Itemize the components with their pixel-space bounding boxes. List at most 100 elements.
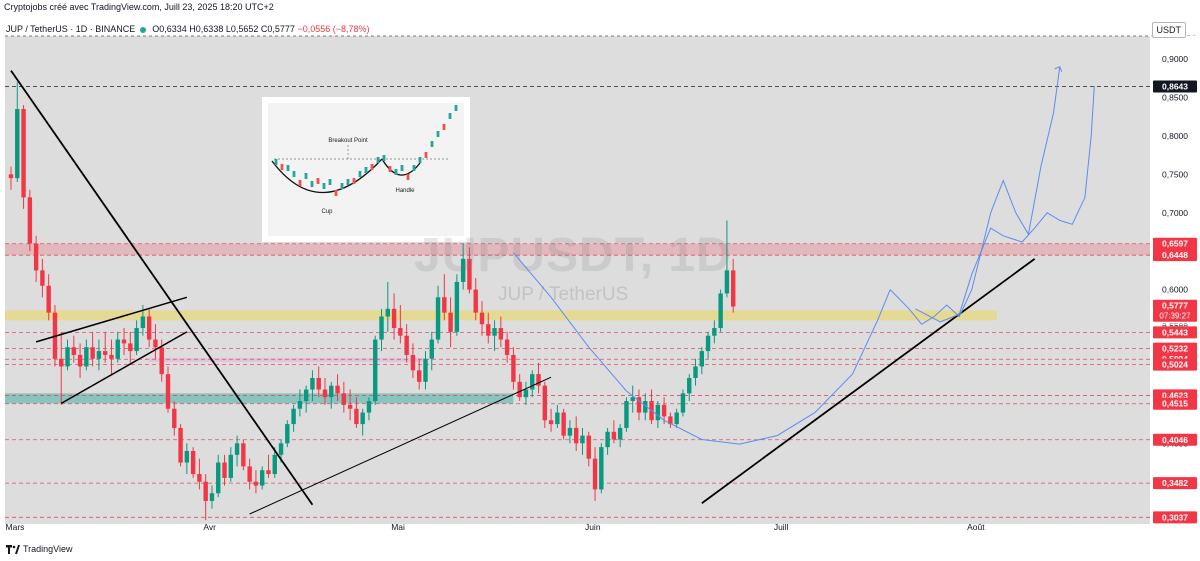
candle-body bbox=[134, 328, 139, 352]
candle-body bbox=[71, 347, 76, 355]
symbol-title[interactable]: JUP / TetherUS · 1D · BINANCE bbox=[6, 24, 136, 34]
candle bbox=[216, 454, 221, 498]
inset-cup-arc bbox=[271, 158, 383, 194]
candle-body bbox=[404, 335, 409, 355]
candle bbox=[373, 335, 378, 405]
candle bbox=[297, 389, 303, 417]
price-axis-background bbox=[1150, 36, 1200, 524]
candle bbox=[96, 339, 102, 371]
candle bbox=[511, 347, 516, 390]
candle bbox=[27, 189, 33, 252]
candle bbox=[517, 374, 522, 402]
trendline bbox=[249, 376, 552, 515]
candle bbox=[121, 328, 127, 355]
candle bbox=[624, 397, 629, 432]
candle bbox=[234, 435, 240, 467]
candle-body bbox=[172, 408, 177, 428]
candle-body bbox=[617, 427, 623, 440]
candle bbox=[253, 470, 259, 494]
trendline bbox=[701, 258, 1036, 504]
footer-brand-label: TradingView bbox=[23, 544, 73, 554]
candle bbox=[718, 289, 723, 332]
y-tick-label: 0,8000 bbox=[1162, 131, 1188, 141]
candle-body bbox=[724, 270, 730, 294]
candle bbox=[272, 447, 277, 478]
candle bbox=[84, 339, 89, 371]
candle-body bbox=[347, 404, 353, 409]
inset-candle bbox=[454, 105, 458, 111]
price-level-tag: 0,5232 bbox=[1162, 344, 1188, 354]
footer-branding[interactable]: TradingView bbox=[6, 544, 73, 554]
candle-body bbox=[322, 389, 328, 398]
candle-body bbox=[680, 393, 686, 413]
candle-body bbox=[467, 258, 472, 290]
candle bbox=[467, 247, 472, 294]
trendline bbox=[35, 296, 188, 343]
candle-body bbox=[605, 431, 610, 448]
candle bbox=[548, 408, 554, 432]
last-price-tag-bg bbox=[1153, 299, 1197, 322]
candle-body bbox=[542, 385, 547, 421]
inset-candle bbox=[430, 141, 434, 147]
candle-body bbox=[517, 381, 522, 398]
candle-body bbox=[341, 393, 347, 405]
candle bbox=[228, 447, 233, 482]
candle-body bbox=[310, 377, 315, 390]
price-level-tag-bg bbox=[1153, 80, 1197, 93]
candle-body bbox=[718, 293, 723, 329]
candle bbox=[574, 416, 579, 451]
legend-change: −0,0556 (−8,78%) bbox=[297, 24, 370, 34]
candle bbox=[209, 485, 215, 509]
price-level-tag-bg bbox=[1153, 237, 1197, 250]
candle-body bbox=[536, 374, 541, 386]
candle-body bbox=[504, 339, 510, 355]
candle-body bbox=[278, 443, 284, 455]
candle bbox=[542, 381, 547, 428]
candle bbox=[530, 370, 535, 398]
inset-candle bbox=[304, 173, 308, 179]
inset-candle bbox=[316, 178, 320, 184]
trendline bbox=[60, 331, 188, 404]
candle bbox=[197, 458, 202, 490]
candle bbox=[115, 331, 120, 363]
price-level-tag: 0,4515 bbox=[1162, 399, 1188, 409]
candle-body bbox=[297, 401, 303, 409]
candle-body bbox=[674, 412, 679, 425]
candle-body bbox=[360, 412, 365, 425]
inset-candle bbox=[334, 190, 338, 196]
inset-candle bbox=[442, 124, 446, 130]
candle-body bbox=[567, 427, 573, 436]
candle-body bbox=[165, 374, 171, 409]
candle bbox=[247, 458, 252, 490]
candle bbox=[153, 324, 158, 359]
last-price-tag: 0,5777 bbox=[1162, 301, 1188, 311]
price-level-tag-bg bbox=[1153, 433, 1197, 446]
candle bbox=[354, 397, 359, 428]
inset-candle bbox=[322, 183, 326, 189]
candle bbox=[479, 301, 485, 336]
inset-candle bbox=[358, 171, 362, 177]
inset-candle bbox=[370, 164, 374, 170]
candle-body bbox=[65, 347, 70, 367]
candle-body bbox=[561, 412, 566, 436]
inset-candle bbox=[436, 131, 440, 137]
candle-body bbox=[630, 397, 635, 402]
currency-button[interactable]: USDT bbox=[1151, 22, 1186, 38]
candle-body bbox=[523, 389, 529, 398]
candle bbox=[15, 82, 20, 183]
candle bbox=[146, 308, 152, 348]
inset-candle bbox=[418, 157, 422, 163]
candle bbox=[687, 374, 692, 402]
candle-body bbox=[77, 354, 83, 367]
candle-body bbox=[548, 420, 554, 425]
candle bbox=[680, 389, 686, 417]
price-level-tag: 0,3482 bbox=[1162, 478, 1188, 488]
inset-handle-label: Handle bbox=[395, 188, 415, 194]
projection-arrow-head bbox=[1054, 66, 1063, 72]
candle bbox=[347, 389, 353, 421]
candle bbox=[668, 412, 673, 428]
candle-body bbox=[586, 435, 591, 459]
candle-body bbox=[599, 447, 604, 490]
cup-curve bbox=[513, 252, 891, 445]
